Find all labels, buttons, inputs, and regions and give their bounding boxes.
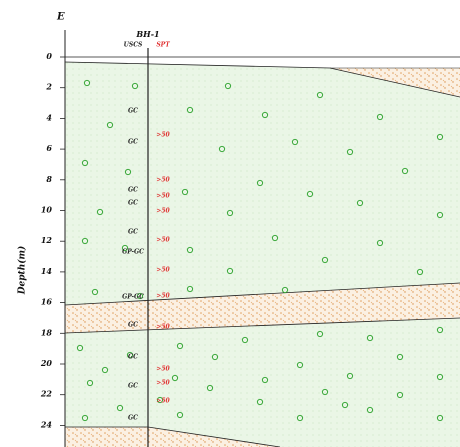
depth-tick-label: 12 bbox=[41, 235, 53, 245]
uscs-label: GC bbox=[128, 187, 138, 194]
uscs-label: GC bbox=[128, 354, 138, 361]
uscs-label: GP-GC bbox=[122, 294, 144, 301]
depth-tick-label: 4 bbox=[46, 112, 52, 122]
uscs-label: GC bbox=[128, 108, 138, 115]
spt-value: >50 bbox=[156, 366, 170, 373]
spt-value: >50 bbox=[156, 293, 170, 300]
depth-tick-label: 2 bbox=[45, 82, 52, 92]
depth-tick-label: 16 bbox=[41, 297, 53, 307]
depth-tick-label: 18 bbox=[41, 327, 53, 337]
depth-tick-label: 0 bbox=[46, 51, 52, 61]
spt-value: >50 bbox=[156, 208, 170, 215]
depth-tick-label: 20 bbox=[40, 358, 53, 368]
spt-value: >50 bbox=[156, 237, 170, 244]
depth-tick-label: 10 bbox=[41, 205, 53, 215]
depth-tick-label: 14 bbox=[41, 266, 53, 276]
section-diagram: E Depth(m) BH-1 USCS SPT 024681012141618… bbox=[0, 0, 460, 447]
spt-value: >50 bbox=[156, 132, 170, 139]
depth-axis-label: Depth(m) bbox=[17, 246, 28, 296]
uscs-label: GC bbox=[128, 229, 138, 236]
uscs-label: GC bbox=[128, 200, 138, 207]
borehole-name: BH-1 bbox=[135, 29, 159, 39]
uscs-header: USCS bbox=[124, 42, 143, 49]
uscs-label: GC bbox=[128, 415, 138, 422]
depth-tick-label: 8 bbox=[46, 174, 52, 184]
uscs-label: GC bbox=[128, 383, 138, 390]
spt-value: >50 bbox=[156, 324, 170, 331]
depth-tick-label: 6 bbox=[46, 143, 52, 153]
uscs-label: GC bbox=[128, 139, 138, 146]
spt-value: >50 bbox=[156, 193, 170, 200]
axis-letter: E bbox=[56, 12, 65, 23]
spt-header: SPT bbox=[156, 42, 170, 49]
uscs-label: GP-GC bbox=[122, 249, 144, 256]
uscs-label: GC bbox=[128, 322, 138, 329]
spt-value: >50 bbox=[156, 177, 170, 184]
spt-value: >50 bbox=[156, 380, 170, 387]
depth-tick-label: 22 bbox=[40, 389, 53, 399]
spt-value: >50 bbox=[156, 267, 170, 274]
spt-value: >50 bbox=[156, 398, 170, 405]
depth-tick-label: 24 bbox=[40, 419, 53, 429]
